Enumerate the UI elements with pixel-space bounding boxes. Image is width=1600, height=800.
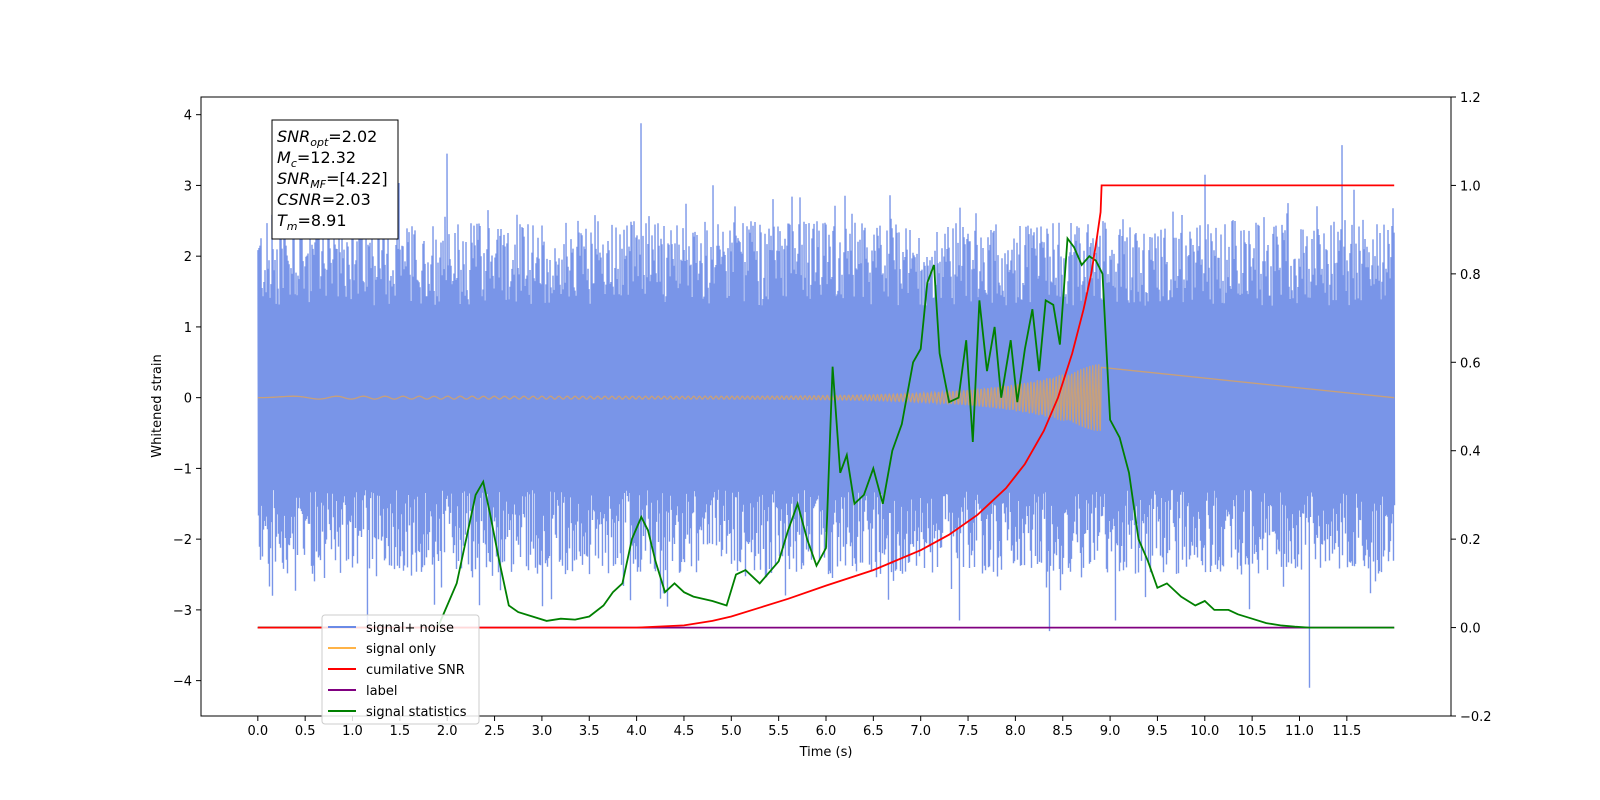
- x-tick-label: 1.0: [342, 724, 363, 739]
- annotation-line: SNRopt=2.02: [277, 127, 377, 149]
- y2-tick-label: 0.2: [1460, 533, 1481, 548]
- legend: signal+ noise signal only cumilative SNR la…: [321, 614, 480, 725]
- y2-tick-label: 1.0: [1460, 179, 1481, 194]
- series-signal-statistics: [257, 236, 1395, 629]
- x-tick-label: 6.5: [863, 724, 884, 739]
- x-tick-label: 6.0: [816, 724, 837, 739]
- y2-tick-label: 0.0: [1460, 622, 1481, 637]
- x-tick-label: 9.5: [1147, 724, 1168, 739]
- x-tick-label: 0.0: [247, 724, 268, 739]
- x-tick-label: 2.5: [484, 724, 505, 739]
- series-signal-noise: [257, 123, 1396, 688]
- annotation-line: Tm=8.91: [277, 211, 347, 233]
- x-tick-label: 5.0: [721, 724, 742, 739]
- legend-label: label: [366, 684, 397, 699]
- annotation-line: CSNR=2.03: [277, 190, 371, 209]
- x-axis: 0.0 0.5 1.0 1.5 2.0 2.5 3.0 3.5 4.0 4.5 5.0 5.5 6.0 6…: [247, 716, 1361, 739]
- y-tick-label: 4: [184, 109, 192, 124]
- x-tick-label: 9.0: [1100, 724, 1121, 739]
- annotation-frame: [271, 119, 399, 240]
- x-tick-label: 7.0: [910, 724, 931, 739]
- x-axis-label: Time (s): [799, 745, 853, 760]
- y2-tick-label: 0.4: [1460, 445, 1481, 460]
- x-tick-label: 7.5: [958, 724, 979, 739]
- legend-label: signal statistics: [366, 705, 467, 720]
- y2-tick-label: 0.6: [1460, 356, 1481, 371]
- y-axis-left: 4 3 2 1 0 −1 −2 −3 −4: [173, 109, 201, 690]
- legend-label: signal+ noise: [366, 621, 454, 636]
- y2-tick-label: 1.2: [1460, 91, 1481, 106]
- y-axis-right: 1.2 1.0 0.8 0.6 0.4 0.2 0.0 −0.2: [1451, 91, 1492, 725]
- legend-label: signal only: [366, 642, 436, 657]
- y-tick-label: 0: [184, 392, 192, 407]
- x-tick-label: 8.0: [1005, 724, 1026, 739]
- annotation-line: SNRMF=[4.22]: [277, 169, 388, 191]
- y-tick-label: −4: [173, 675, 192, 690]
- y-axis-label: Whitened strain: [150, 354, 165, 457]
- y-tick-label: 2: [184, 250, 192, 265]
- x-tick-label: 3.5: [579, 724, 600, 739]
- y-tick-label: 1: [184, 321, 192, 336]
- x-tick-label: 2.0: [437, 724, 458, 739]
- y2-tick-label: 0.8: [1460, 268, 1481, 283]
- legend-frame: [321, 614, 480, 725]
- y-tick-label: −2: [173, 533, 192, 548]
- x-tick-label: 5.5: [768, 724, 789, 739]
- x-tick-label: 0.5: [295, 724, 316, 739]
- x-tick-label: 4.5: [674, 724, 695, 739]
- annotation-box: SNRopt=2.02Mc=12.32SNRMF=[4.22]CSNR=2.03…: [271, 119, 399, 240]
- series-signal-only: [257, 364, 1395, 432]
- x-tick-label: 10.5: [1238, 724, 1267, 739]
- legend-label: cumilative SNR: [366, 663, 465, 678]
- series-cumulative-snr: [257, 184, 1395, 629]
- x-tick-label: 4.0: [626, 724, 647, 739]
- x-tick-label: 3.0: [532, 724, 553, 739]
- x-tick-label: 1.5: [390, 724, 411, 739]
- y2-tick-label: −0.2: [1460, 710, 1492, 725]
- annotation-line: Mc=12.32: [277, 148, 356, 170]
- plot-area: [257, 123, 1396, 688]
- y-tick-label: 3: [184, 179, 192, 194]
- x-tick-label: 8.5: [1052, 724, 1073, 739]
- x-tick-label: 11.5: [1332, 724, 1361, 739]
- y-tick-label: −1: [173, 462, 192, 477]
- y-tick-label: −3: [173, 604, 192, 619]
- x-tick-label: 10.0: [1190, 724, 1219, 739]
- x-tick-label: 11.0: [1285, 724, 1314, 739]
